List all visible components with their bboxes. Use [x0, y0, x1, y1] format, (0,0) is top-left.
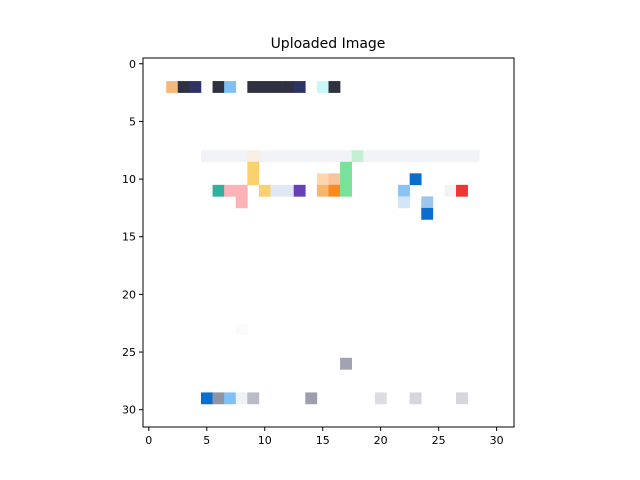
- image-pixel: [258, 81, 271, 93]
- image-pixel: [316, 81, 329, 93]
- image-pixel: [247, 161, 260, 174]
- image-pixel: [200, 150, 213, 163]
- image-pixel: [398, 150, 410, 163]
- y-tick-label: 30: [122, 404, 136, 417]
- image-pixel: [305, 392, 318, 405]
- image-pixel: [235, 184, 248, 197]
- image-pixel: [212, 150, 225, 163]
- image-pixel: [328, 184, 341, 197]
- image-pixel: [282, 184, 295, 197]
- image-pixel: [467, 150, 480, 163]
- x-tick-label: 10: [258, 434, 272, 447]
- image-pixel: [189, 81, 202, 93]
- image-pixel: [328, 81, 341, 93]
- y-axis: 0 5 10 15 20 25 30: [122, 58, 143, 417]
- image-pixel: [235, 196, 248, 209]
- image-pixel: [444, 150, 457, 163]
- image-pixel: [316, 150, 329, 163]
- image-pixel: [328, 150, 341, 163]
- image-pixel: [166, 81, 179, 93]
- x-tick-label: 20: [374, 434, 388, 447]
- x-tick-label: 5: [203, 434, 210, 447]
- image-pixel: [444, 184, 457, 197]
- image-pixel: [421, 150, 434, 163]
- image-pixel: [224, 150, 237, 163]
- image-pixel: [409, 173, 422, 186]
- image-pixel: [374, 392, 387, 405]
- image-pixel: [432, 150, 445, 163]
- y-tick-label: 25: [122, 346, 136, 359]
- image-pixel: [340, 357, 352, 370]
- image-pixel: [212, 81, 225, 93]
- x-axis: 0 5 10 15 20 25 30: [145, 427, 504, 447]
- image-pixel: [293, 150, 306, 163]
- image-pixel: [200, 392, 213, 405]
- image-pixel: [235, 392, 248, 405]
- image-pixel: [247, 150, 260, 163]
- plot-area: [143, 58, 514, 427]
- image-pixel: [328, 173, 341, 186]
- image-pixel: [293, 184, 306, 197]
- image-pixel: [177, 81, 190, 93]
- x-tick-label: 15: [316, 434, 330, 447]
- y-tick-label: 10: [122, 173, 136, 186]
- x-tick-label: 0: [145, 434, 152, 447]
- image-pixel: [398, 184, 410, 197]
- image-pixel: [340, 161, 352, 174]
- image-pixel: [456, 184, 468, 197]
- image-pixel: [247, 392, 260, 405]
- image-pixel: [305, 150, 318, 163]
- image-pixel: [351, 150, 364, 163]
- image-pixels: [166, 81, 480, 405]
- image-pixel: [224, 184, 237, 197]
- image-pixel: [409, 150, 422, 163]
- image-pixel: [374, 150, 387, 163]
- image-pixel: [340, 150, 352, 163]
- image-pixel: [282, 81, 295, 93]
- image-pixel: [212, 392, 225, 405]
- image-pixel: [340, 173, 352, 186]
- image-pixel: [386, 150, 399, 163]
- image-pixel: [258, 184, 271, 197]
- image-pixel: [270, 81, 283, 93]
- image-pixel: [363, 150, 376, 163]
- image-pixel: [421, 207, 434, 220]
- image-pixel: [247, 81, 260, 93]
- image-pixel: [316, 173, 329, 186]
- image-pixel: [224, 392, 237, 405]
- image-pixel: [235, 323, 248, 336]
- image-pixel: [316, 184, 329, 197]
- y-tick-label: 0: [129, 58, 136, 71]
- image-pixel: [224, 81, 237, 93]
- image-pixel: [456, 150, 468, 163]
- y-tick-label: 15: [122, 231, 136, 244]
- image-pixel: [247, 173, 260, 186]
- image-pixel: [409, 392, 422, 405]
- y-tick-label: 5: [129, 115, 136, 128]
- image-pixel: [421, 196, 434, 209]
- image-pixel: [270, 150, 283, 163]
- y-tick-label: 20: [122, 288, 136, 301]
- image-pixel: [398, 196, 410, 209]
- chart-title: Uploaded Image: [271, 36, 386, 52]
- x-tick-label: 30: [490, 434, 504, 447]
- image-pixel: [258, 150, 271, 163]
- plot-frame: [142, 57, 515, 428]
- image-pixel: [293, 81, 306, 93]
- image-pixel: [270, 184, 283, 197]
- x-tick-label: 25: [432, 434, 446, 447]
- image-pixel: [456, 392, 468, 405]
- image-pixel: [282, 150, 295, 163]
- image-pixel: [235, 150, 248, 163]
- image-pixel: [340, 184, 352, 197]
- image-pixel: [212, 184, 225, 197]
